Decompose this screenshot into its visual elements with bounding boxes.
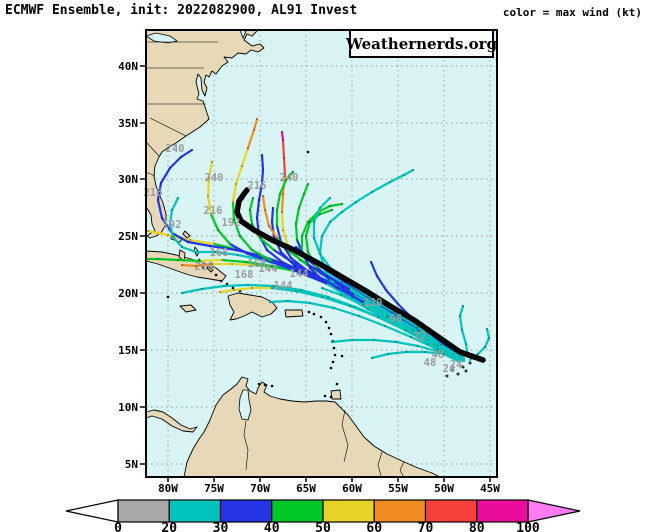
lat-tick-label: 35N xyxy=(118,117,138,130)
forecast-hour-label: 48 xyxy=(424,357,437,369)
wind-speed-colorbar: 0 20 30 40 50 60 70 80 100 xyxy=(65,499,581,532)
lat-tick-label: 5N xyxy=(125,458,138,471)
colorbar-tick-label: 40 xyxy=(264,521,280,532)
forecast-hour-label: 72 xyxy=(414,331,427,343)
forecast-hour-label: 144 xyxy=(274,280,293,292)
map-frame xyxy=(145,29,498,478)
lon-tick-label: 55W xyxy=(388,482,408,495)
page-title: ECMWF Ensemble, init: 2022082900, AL91 I… xyxy=(5,3,358,18)
forecast-hour-label: 168 xyxy=(248,258,267,270)
colorbar-tick-label: 0 xyxy=(114,521,122,532)
forecast-hour-label: 216 xyxy=(248,180,267,192)
colorbar-segment xyxy=(219,499,273,523)
forecast-hour-label: 240 xyxy=(205,172,224,184)
lat-tick-label: 15N xyxy=(118,344,138,357)
colorbar-tick-label: 30 xyxy=(213,521,229,532)
lon-tick-label: 60W xyxy=(342,482,362,495)
colorbar-segment xyxy=(476,499,529,523)
ensemble-tracks xyxy=(145,117,491,364)
forecast-hour-label: 240 xyxy=(166,143,185,155)
forecast-hour-label: 120 xyxy=(364,297,383,309)
lon-tick-label: 70W xyxy=(250,482,270,495)
colorbar-segment xyxy=(373,499,427,523)
colorbar-tick-label: 60 xyxy=(366,521,382,532)
forecast-hour-label: 96 xyxy=(390,313,403,325)
forecast-hour-label: 48 xyxy=(432,349,445,361)
lon-tick-label: 65W xyxy=(296,482,316,495)
forecast-hour-label: 240 xyxy=(280,172,299,184)
ensemble-member-track xyxy=(248,196,465,362)
ensemble-member-track xyxy=(268,299,465,363)
colorbar-segment xyxy=(117,499,170,523)
watermark-badge: Weathernerds.org xyxy=(346,29,497,58)
lon-tick-label: 50W xyxy=(434,482,454,495)
ensemble-mean-track xyxy=(234,187,486,363)
colorbar-tick-label: 80 xyxy=(469,521,485,532)
colorbar-tick-label: 70 xyxy=(418,521,434,532)
axis-labels: 40N 35N 30N 25N 20N 15N 10N 5N 80W 75W 70W 65W 60W 55… xyxy=(118,60,500,495)
forecast-hour-label: 216 xyxy=(204,205,223,217)
forecast-hour-label: 24 xyxy=(450,359,463,371)
forecast-hour-label: 168 xyxy=(210,247,229,259)
colorbar-segment xyxy=(168,499,222,523)
colorbar-segment xyxy=(322,499,375,523)
lat-tick-label: 25N xyxy=(118,230,138,243)
colorbar-tick-label: 50 xyxy=(315,521,331,532)
forecast-hour-label: 144 xyxy=(290,268,309,280)
lon-tick-label: 75W xyxy=(204,482,224,495)
colorbar-tick-label: 20 xyxy=(161,521,177,532)
forecast-hour-label: 168 xyxy=(235,269,254,281)
ensemble-member-track xyxy=(468,327,491,362)
lon-tick-label: 45W xyxy=(480,482,500,495)
forecast-hour-label: 192 xyxy=(222,217,241,229)
colorbar-segment xyxy=(271,499,324,523)
lat-tick-label: 30N xyxy=(118,173,138,186)
lon-tick-label: 80W xyxy=(158,482,178,495)
forecast-hour-label: 24 xyxy=(443,363,456,375)
forecast-hour-label: 144 xyxy=(259,263,278,275)
lat-tick-label: 10N xyxy=(118,401,138,414)
forecast-hour-label: 216 xyxy=(195,261,214,273)
colorbar-caption: color = max wind (kt) xyxy=(502,6,642,19)
forecast-hour-label: 216 xyxy=(144,187,163,199)
lat-tick-label: 20N xyxy=(118,287,138,300)
lat-tick-label: 40N xyxy=(118,60,138,73)
ensemble-member-track xyxy=(261,194,466,361)
genesis-cluster xyxy=(445,361,472,378)
colorbar-tick-label: 100 xyxy=(516,521,540,532)
colorbar-segment xyxy=(424,499,478,523)
forecast-hour-label: 192 xyxy=(163,219,182,231)
